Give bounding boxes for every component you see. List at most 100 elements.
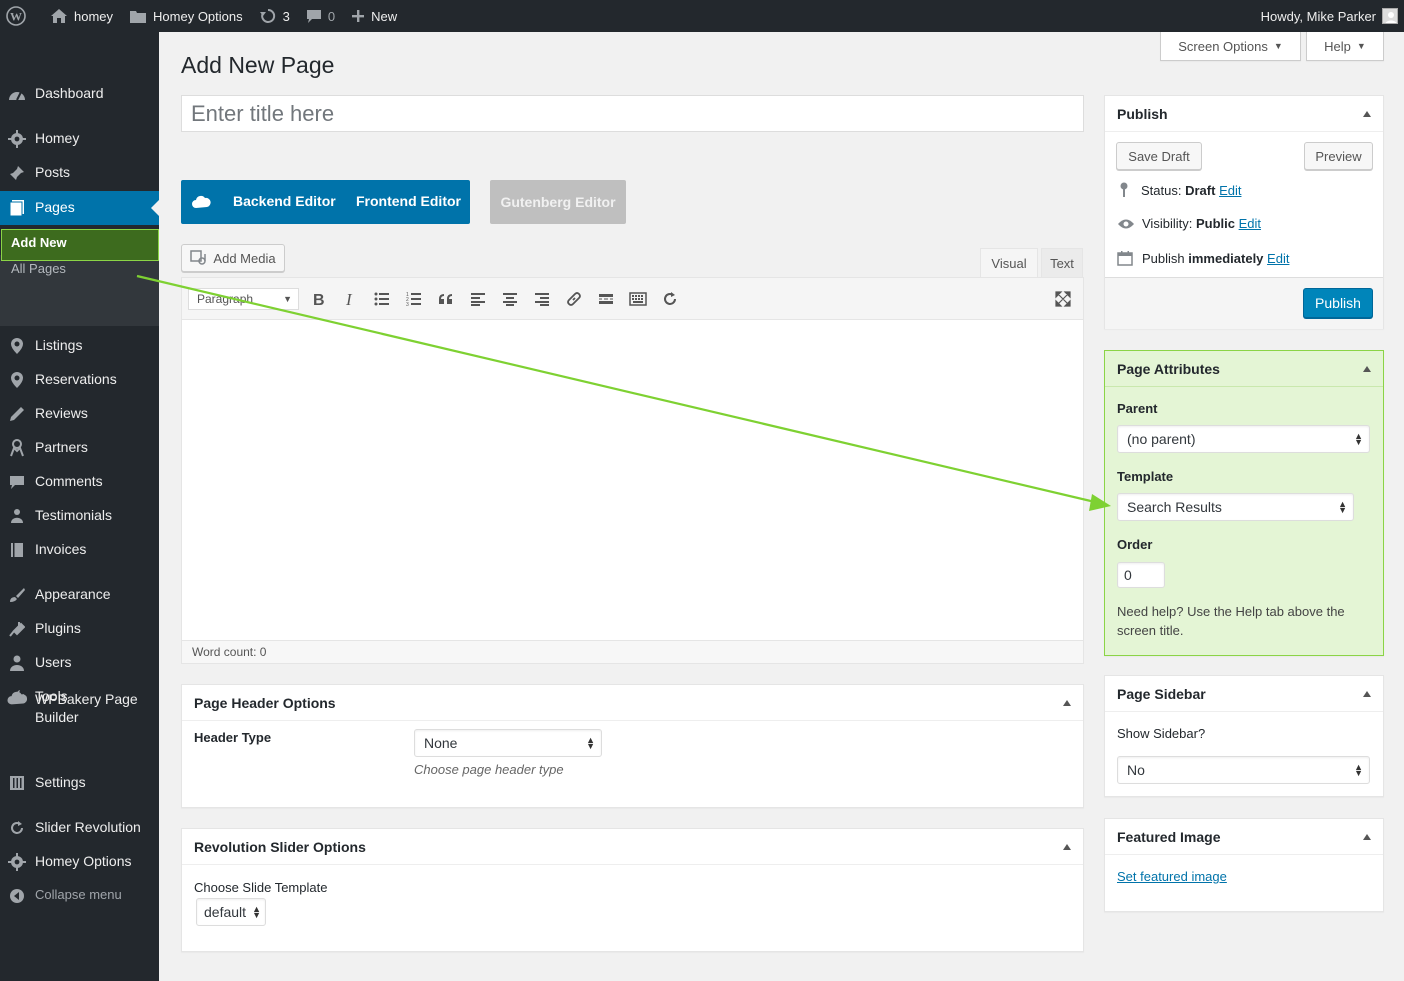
publish-button[interactable]: Publish xyxy=(1303,288,1373,318)
main-content: Screen Options ▼ Help ▼ Add New Page Ent… xyxy=(159,32,1404,981)
comment-icon xyxy=(306,10,321,23)
edit-visibility-link[interactable]: Edit xyxy=(1238,216,1262,231)
my-account-link[interactable]: Howdy, Mike Parker xyxy=(1253,0,1404,32)
sidebar-item-label: Settings xyxy=(35,774,86,790)
tab-text[interactable]: Text xyxy=(1041,248,1083,277)
select-arrows-icon: ▲ ▼ xyxy=(1338,499,1347,515)
comment-icon xyxy=(7,472,27,492)
fullscreen-icon[interactable] xyxy=(1052,288,1074,310)
screen-options-button[interactable]: Screen Options ▼ xyxy=(1160,32,1301,61)
order-input[interactable]: 0 xyxy=(1117,562,1165,588)
edit-date-link[interactable]: Edit xyxy=(1267,250,1290,266)
wordpress-logo-icon[interactable]: W xyxy=(0,0,40,32)
blockquote-icon[interactable] xyxy=(435,288,457,310)
collapse-toggle-icon[interactable] xyxy=(1363,111,1371,117)
updates-link[interactable]: 3 xyxy=(251,0,298,32)
calendar-icon xyxy=(1117,251,1133,266)
sidebar-item-wpbakery-page-builder[interactable]: WPBakery Page Builder xyxy=(0,688,159,728)
submenu-all-pages[interactable]: All Pages xyxy=(11,261,66,276)
slide-template-select[interactable]: default ▲ ▼ xyxy=(196,898,266,926)
sidebar-item-settings[interactable]: Settings xyxy=(0,773,159,793)
help-button[interactable]: Help ▼ xyxy=(1306,32,1384,61)
sidebar-item-homey-options[interactable]: Homey Options xyxy=(0,852,159,872)
sidebar-item-users[interactable]: Users xyxy=(0,653,159,673)
avatar xyxy=(1382,8,1398,24)
gutenberg-editor-button[interactable]: Gutenberg Editor xyxy=(490,180,626,224)
featured-image-box: Featured Image Set featured image xyxy=(1104,818,1384,912)
page-title: Add New Page xyxy=(181,52,335,78)
align-right-icon[interactable] xyxy=(531,288,553,310)
comments-link[interactable]: 0 xyxy=(298,0,343,32)
select-arrows-icon: ▲ ▼ xyxy=(1354,431,1363,447)
sidebar-item-partners[interactable]: Partners xyxy=(0,438,159,458)
settings-icon xyxy=(7,773,27,793)
collapse-toggle-icon[interactable] xyxy=(1363,691,1371,697)
sidebar-item-label: Testimonials xyxy=(35,507,113,523)
add-media-button[interactable]: Add Media xyxy=(181,244,285,272)
parent-select[interactable]: (no parent) ▲ ▼ xyxy=(1117,425,1370,453)
select-arrows-icon: ▲ ▼ xyxy=(1354,762,1363,778)
bullet-list-icon[interactable] xyxy=(371,288,393,310)
site-name: homey xyxy=(74,8,114,24)
publish-date-row: Publish immediately Edit xyxy=(1117,250,1289,266)
homey-options-link[interactable]: Homey Options xyxy=(121,0,251,32)
frontend-editor-button[interactable]: Frontend Editor xyxy=(356,193,461,209)
sidebar-item-label: Slider Revolution xyxy=(35,819,141,835)
admin-bar: W homey Homey Options 3 0 New Howdy, Mik… xyxy=(0,0,1404,32)
sidebar-item-appearance[interactable]: Appearance xyxy=(0,585,159,605)
align-center-icon[interactable] xyxy=(499,288,521,310)
folder-icon xyxy=(130,10,147,23)
italic-icon[interactable]: I xyxy=(339,288,361,310)
page-sidebar-box: Page Sidebar Show Sidebar? No ▲ ▼ xyxy=(1104,675,1384,797)
collapse-toggle-icon[interactable] xyxy=(1363,366,1371,372)
visibility-row: Visibility: Public Edit xyxy=(1117,216,1261,231)
sidebar-item-label: Reviews xyxy=(35,405,88,421)
sidebar-item-invoices[interactable]: Invoices xyxy=(0,540,159,560)
preview-button[interactable]: Preview xyxy=(1304,142,1373,170)
cloud-icon xyxy=(7,688,27,708)
title-input[interactable]: Enter title here xyxy=(181,95,1084,132)
link-icon[interactable] xyxy=(563,288,585,310)
show-sidebar-select[interactable]: No ▲ ▼ xyxy=(1117,756,1370,784)
sidebar-item-label: Dashboard xyxy=(35,85,104,101)
save-draft-button[interactable]: Save Draft xyxy=(1116,142,1202,170)
sidebar-item-reviews[interactable]: Reviews xyxy=(0,404,159,424)
align-left-icon[interactable] xyxy=(467,288,489,310)
sidebar-item-plugins[interactable]: Plugins xyxy=(0,619,159,639)
read-more-icon[interactable] xyxy=(595,288,617,310)
sidebar-item-slider-revolution[interactable]: Slider Revolution xyxy=(0,818,159,838)
template-select[interactable]: Search Results ▲ ▼ xyxy=(1117,493,1354,521)
sidebar-item-label: WPBakery Page Builder xyxy=(35,691,138,725)
sidebar-item-homey[interactable]: Homey xyxy=(0,129,159,149)
select-arrows-icon: ▲ ▼ xyxy=(252,904,261,920)
header-type-select[interactable]: None ▲ ▼ xyxy=(414,729,602,757)
sidebar-item-testimonials[interactable]: Testimonials xyxy=(0,506,159,526)
sidebar-item-dashboard[interactable]: Dashboard xyxy=(0,84,159,104)
word-count: Word count: 0 xyxy=(182,640,1083,663)
box-title: Revolution Slider Options xyxy=(194,839,366,855)
sidebar-item-comments[interactable]: Comments xyxy=(0,472,159,492)
collapse-toggle-icon[interactable] xyxy=(1063,700,1071,706)
pages-submenu: All Pages xyxy=(0,255,159,326)
submenu-add-new[interactable]: Add New xyxy=(1,229,159,261)
sidebar-item-collapse-menu[interactable]: Collapse menu xyxy=(0,886,159,906)
collapse-toggle-icon[interactable] xyxy=(1063,844,1071,850)
refresh-icon[interactable] xyxy=(659,288,681,310)
tab-visual[interactable]: Visual xyxy=(980,248,1038,277)
location-icon xyxy=(7,370,27,390)
pin-icon xyxy=(7,163,27,183)
sidebar-item-reservations[interactable]: Reservations xyxy=(0,370,159,390)
keyboard-icon[interactable] xyxy=(627,288,649,310)
new-content-link[interactable]: New xyxy=(343,0,405,32)
sidebar-item-pages[interactable]: Pages xyxy=(0,191,159,225)
backend-editor-button[interactable]: Backend Editor xyxy=(233,193,336,209)
collapse-toggle-icon[interactable] xyxy=(1363,834,1371,840)
edit-status-link[interactable]: Edit xyxy=(1219,182,1242,198)
site-name-link[interactable]: homey xyxy=(40,0,121,32)
bold-icon[interactable]: B xyxy=(307,288,329,310)
set-featured-image-link[interactable]: Set featured image xyxy=(1117,869,1227,884)
format-select[interactable]: Paragraph ▼ xyxy=(188,288,299,310)
sidebar-item-listings[interactable]: Listings xyxy=(0,336,159,356)
sidebar-item-posts[interactable]: Posts xyxy=(0,163,159,183)
